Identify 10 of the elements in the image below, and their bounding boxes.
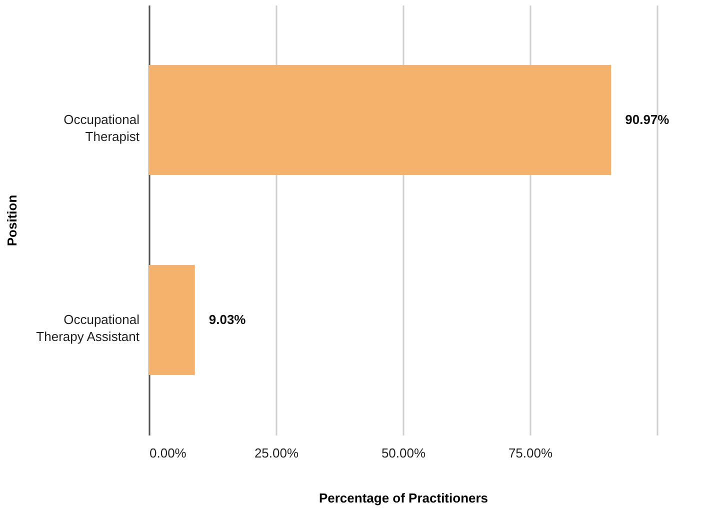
x-tick-label: 25.00% — [254, 446, 299, 460]
x-tick-label: 75.00% — [508, 446, 553, 460]
x-axis-title: Percentage of Practitioners — [318, 490, 488, 506]
y-axis-title: Position — [4, 194, 20, 246]
y-tick-label: Occupational Therapy Assistant — [36, 312, 140, 344]
data-label: 9.03% — [208, 312, 246, 327]
data-label: 90.97% — [625, 112, 670, 127]
y-tick-label: Occupational Therapist — [64, 112, 140, 144]
x-tick-label: 50.00% — [381, 446, 426, 460]
x-tick-label: 0.00% — [150, 446, 187, 460]
